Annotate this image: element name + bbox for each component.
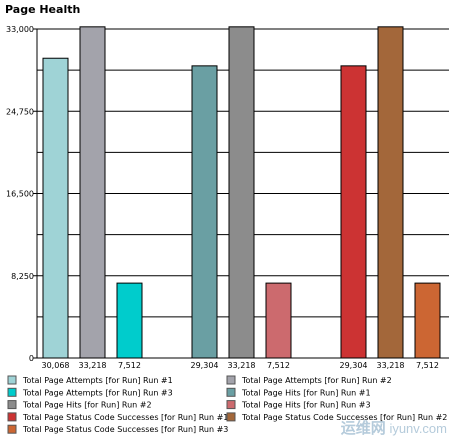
bar-value-label: 7,512 (267, 361, 290, 370)
legend-label: Total Page Hits [for Run] Run #3 (241, 401, 371, 410)
bar (42, 57, 69, 359)
legend-swatch (7, 400, 17, 410)
legend-swatch (7, 387, 17, 397)
legend-label: Total Page Hits [for Run] Run #1 (241, 388, 371, 397)
legend-swatch (226, 375, 236, 385)
bar-value-label: 7,512 (416, 361, 439, 370)
legend-swatch (7, 375, 17, 385)
bar (79, 26, 106, 359)
legend-swatch (7, 412, 17, 422)
legend-label: Total Page Hits [for Run] Run #2 (22, 401, 152, 410)
legend-label: Total Page Status Code Successes [for Ru… (22, 413, 228, 422)
bar (414, 282, 441, 359)
bar-value-label: 29,304 (340, 361, 368, 370)
bar (228, 26, 255, 359)
bar-value-label: 30,068 (42, 361, 70, 370)
legend-swatch (226, 412, 236, 422)
bars: 30,068 33,218 7,512 29,304 33,218 7,512 29,304… (42, 26, 441, 370)
bar-value-label: 7,512 (118, 361, 141, 370)
legend: Total Page Attempts [for Run] Run #1 Tota… (7, 375, 447, 434)
bar-value-label: 33,218 (79, 361, 107, 370)
legend-label: Total Page Attempts [for Run] Run #1 (22, 376, 173, 385)
y-tick-label: 0 (29, 354, 34, 363)
y-tick-label: 16,500 (6, 190, 34, 199)
y-tick-label: 8,250 (11, 272, 34, 281)
legend-swatch (226, 400, 236, 410)
legend-label: Total Page Attempts [for Run] Run #2 (241, 376, 392, 385)
chart-title: Page Health (5, 3, 80, 16)
bar (191, 65, 218, 359)
legend-label: Total Page Status Code Successes [for Ru… (22, 425, 228, 434)
y-tick-label: 33,000 (6, 25, 34, 34)
bar-value-label: 33,218 (228, 361, 256, 370)
bar-value-label: 29,304 (191, 361, 219, 370)
bar (377, 26, 404, 359)
bar (340, 65, 367, 359)
legend-label: Total Page Status Code Successes [for Ru… (241, 413, 447, 422)
y-tick-label: 24,750 (6, 107, 34, 116)
bar (116, 282, 143, 359)
bar-value-label: 33,218 (377, 361, 405, 370)
legend-swatch (7, 424, 17, 434)
bar (265, 282, 292, 359)
legend-swatch (226, 387, 236, 397)
legend-label: Total Page Attempts [for Run] Run #3 (22, 388, 173, 397)
